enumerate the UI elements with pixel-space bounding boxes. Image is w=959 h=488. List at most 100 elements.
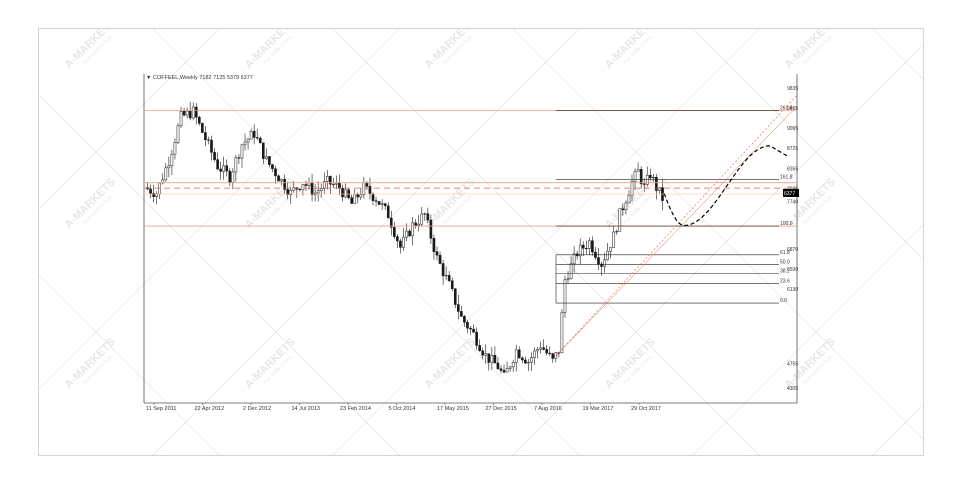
candle-body bbox=[645, 174, 649, 185]
candle-body bbox=[578, 244, 582, 257]
candle-body bbox=[609, 247, 612, 252]
candle-body bbox=[371, 193, 375, 201]
candle-body bbox=[316, 190, 320, 194]
candle-body bbox=[560, 312, 564, 354]
candle-body bbox=[176, 125, 180, 143]
candle-body bbox=[405, 230, 408, 238]
fib-level-label: 50.0 bbox=[780, 260, 790, 266]
candle-body bbox=[222, 165, 226, 172]
candle-body bbox=[158, 182, 162, 195]
candle-body bbox=[399, 240, 402, 248]
candle-body bbox=[450, 280, 454, 289]
candle-body bbox=[261, 142, 265, 159]
y-tick-label: 7740 bbox=[787, 200, 798, 206]
candle-body bbox=[572, 253, 576, 265]
candle-body bbox=[652, 176, 655, 179]
symbol-header: ▼ COFFEEL,Weekly 7182 7125 5379 6377 bbox=[146, 75, 253, 81]
candle-body bbox=[201, 123, 204, 133]
candle-body bbox=[441, 263, 445, 277]
x-tick-label: 27 Dec 2015 bbox=[486, 406, 517, 412]
candle-body bbox=[435, 251, 439, 256]
candle-body bbox=[301, 184, 305, 191]
candle-body bbox=[548, 352, 552, 354]
candle-body bbox=[463, 316, 466, 323]
trend-line bbox=[555, 95, 798, 356]
candle-body bbox=[194, 106, 198, 118]
candle-body bbox=[252, 131, 256, 138]
x-tick-label: 23 Feb 2014 bbox=[340, 406, 371, 412]
candle-body bbox=[231, 171, 235, 183]
y-tick-label: 9835 bbox=[787, 86, 798, 92]
candle-body bbox=[185, 110, 189, 116]
candle-body bbox=[533, 350, 536, 358]
candle-body bbox=[438, 254, 442, 264]
candle-body bbox=[600, 263, 603, 267]
candle-body bbox=[484, 353, 488, 356]
candle-body bbox=[642, 183, 646, 185]
candle-body bbox=[198, 116, 201, 124]
fib-level-label: 161.8 bbox=[780, 174, 793, 180]
candle-body bbox=[551, 353, 555, 359]
x-tick-label: 17 May 2015 bbox=[437, 406, 469, 412]
candle-body bbox=[204, 132, 207, 141]
y-tick-label: 7986 bbox=[787, 186, 798, 192]
candle-body bbox=[182, 110, 186, 116]
candle-body bbox=[167, 165, 171, 169]
candle-body bbox=[155, 193, 158, 197]
candle-body bbox=[536, 349, 539, 352]
y-tick-label: 8355 bbox=[787, 166, 798, 172]
trend-line bbox=[555, 105, 798, 356]
candle-body bbox=[490, 354, 494, 363]
y-tick-label: 9095 bbox=[787, 126, 798, 132]
candle-body bbox=[542, 347, 545, 350]
candle-body bbox=[630, 181, 634, 196]
candle-body bbox=[581, 244, 585, 249]
candle-body bbox=[569, 263, 573, 280]
candle-body bbox=[396, 236, 399, 242]
candle-body bbox=[469, 327, 472, 330]
candle-body bbox=[478, 345, 481, 352]
candle-body bbox=[179, 110, 183, 127]
candle-body bbox=[368, 186, 372, 195]
fib-level-label: 261.8 bbox=[780, 106, 793, 112]
candle-body bbox=[603, 259, 606, 267]
candle-body bbox=[210, 139, 213, 153]
candle-body bbox=[374, 200, 378, 202]
candle-body bbox=[545, 349, 549, 354]
candle-body bbox=[274, 168, 277, 177]
candle-body bbox=[423, 213, 427, 215]
candle-body bbox=[240, 144, 244, 159]
candle-body bbox=[356, 194, 360, 198]
candle-body bbox=[417, 223, 421, 226]
y-tick-label: 6870 bbox=[787, 247, 798, 253]
candle-body bbox=[271, 164, 274, 169]
candle-body bbox=[329, 176, 332, 185]
candle-body bbox=[319, 188, 323, 192]
candle-body bbox=[460, 311, 463, 317]
candle-body bbox=[365, 182, 369, 187]
candle-body bbox=[310, 182, 314, 196]
candle-body bbox=[633, 171, 637, 182]
candle-body bbox=[615, 231, 619, 233]
candle-body bbox=[265, 156, 268, 159]
candle-body bbox=[453, 288, 457, 305]
x-tick-label: 7 Aug 2016 bbox=[534, 406, 562, 412]
candle-body bbox=[493, 354, 497, 364]
candle-body bbox=[258, 137, 262, 144]
candle-body bbox=[648, 174, 652, 179]
candle-body bbox=[353, 194, 357, 204]
candle-body bbox=[386, 205, 390, 219]
candle-body bbox=[481, 350, 485, 356]
candle-body bbox=[597, 257, 600, 265]
candle-body bbox=[639, 169, 643, 185]
candle-body bbox=[499, 368, 503, 371]
candle-body bbox=[325, 176, 329, 182]
projection-curve bbox=[661, 145, 788, 227]
candle-body bbox=[335, 182, 338, 185]
candle-body bbox=[444, 275, 448, 277]
candle-body bbox=[655, 176, 658, 191]
candle-body bbox=[347, 189, 350, 198]
candle-body bbox=[520, 357, 524, 361]
